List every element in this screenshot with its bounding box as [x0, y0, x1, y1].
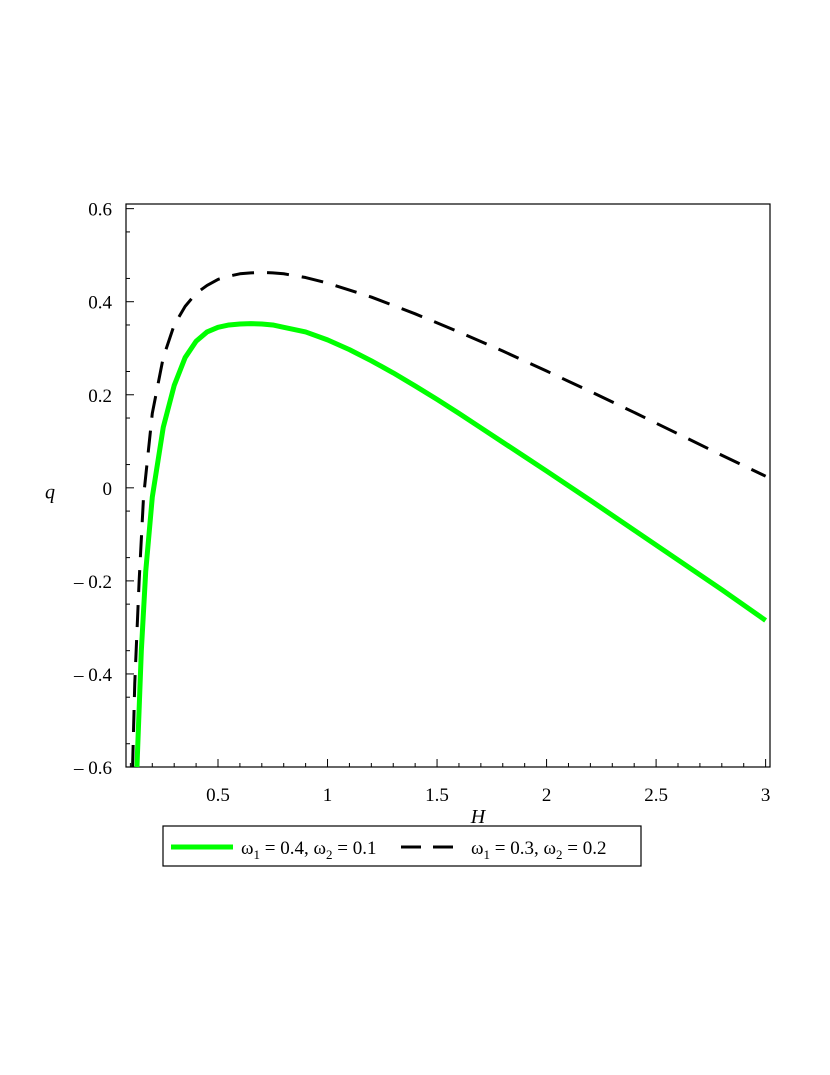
x-tick-label: 2.5 — [644, 785, 668, 806]
x-tick-label: 1.5 — [425, 785, 449, 806]
y-tick-label: 0.2 — [88, 386, 112, 407]
legend: ω1 = 0.4, ω2 = 0.1 ω1 = 0.3, ω2 = 0.2 — [162, 825, 642, 867]
x-tick-label: 3 — [761, 785, 771, 806]
x-tick-label: 2 — [542, 785, 552, 806]
plot-area — [125, 203, 771, 768]
legend-label-2: ω1 = 0.3, ω2 = 0.2 — [471, 838, 606, 862]
y-tick-label: 0 — [103, 479, 113, 500]
y-tick-label: – 0.2 — [73, 572, 112, 593]
y-tick-label: – 0.4 — [73, 665, 113, 686]
y-tick-label: 0.4 — [88, 293, 112, 314]
series-line-1 — [134, 321, 768, 768]
y-axis-label: q — [45, 482, 55, 504]
plot-frame — [125, 203, 771, 768]
series-line-2 — [131, 270, 767, 768]
x-tick-label: 0.5 — [206, 785, 230, 806]
x-axis-label: H — [470, 806, 487, 828]
series-layer — [131, 270, 768, 768]
x-tick-label: 1 — [323, 785, 333, 806]
legend-label-1: ω1 = 0.4, ω2 = 0.1 — [241, 838, 376, 862]
y-tick-label: – 0.6 — [73, 758, 112, 779]
y-tick-label: 0.6 — [88, 200, 112, 221]
axes: 0.5 1 1.5 2 2.5 3 – 0.6 – 0.4 – 0.2 0 0.2 0.4 0.6 — [73, 200, 770, 806]
